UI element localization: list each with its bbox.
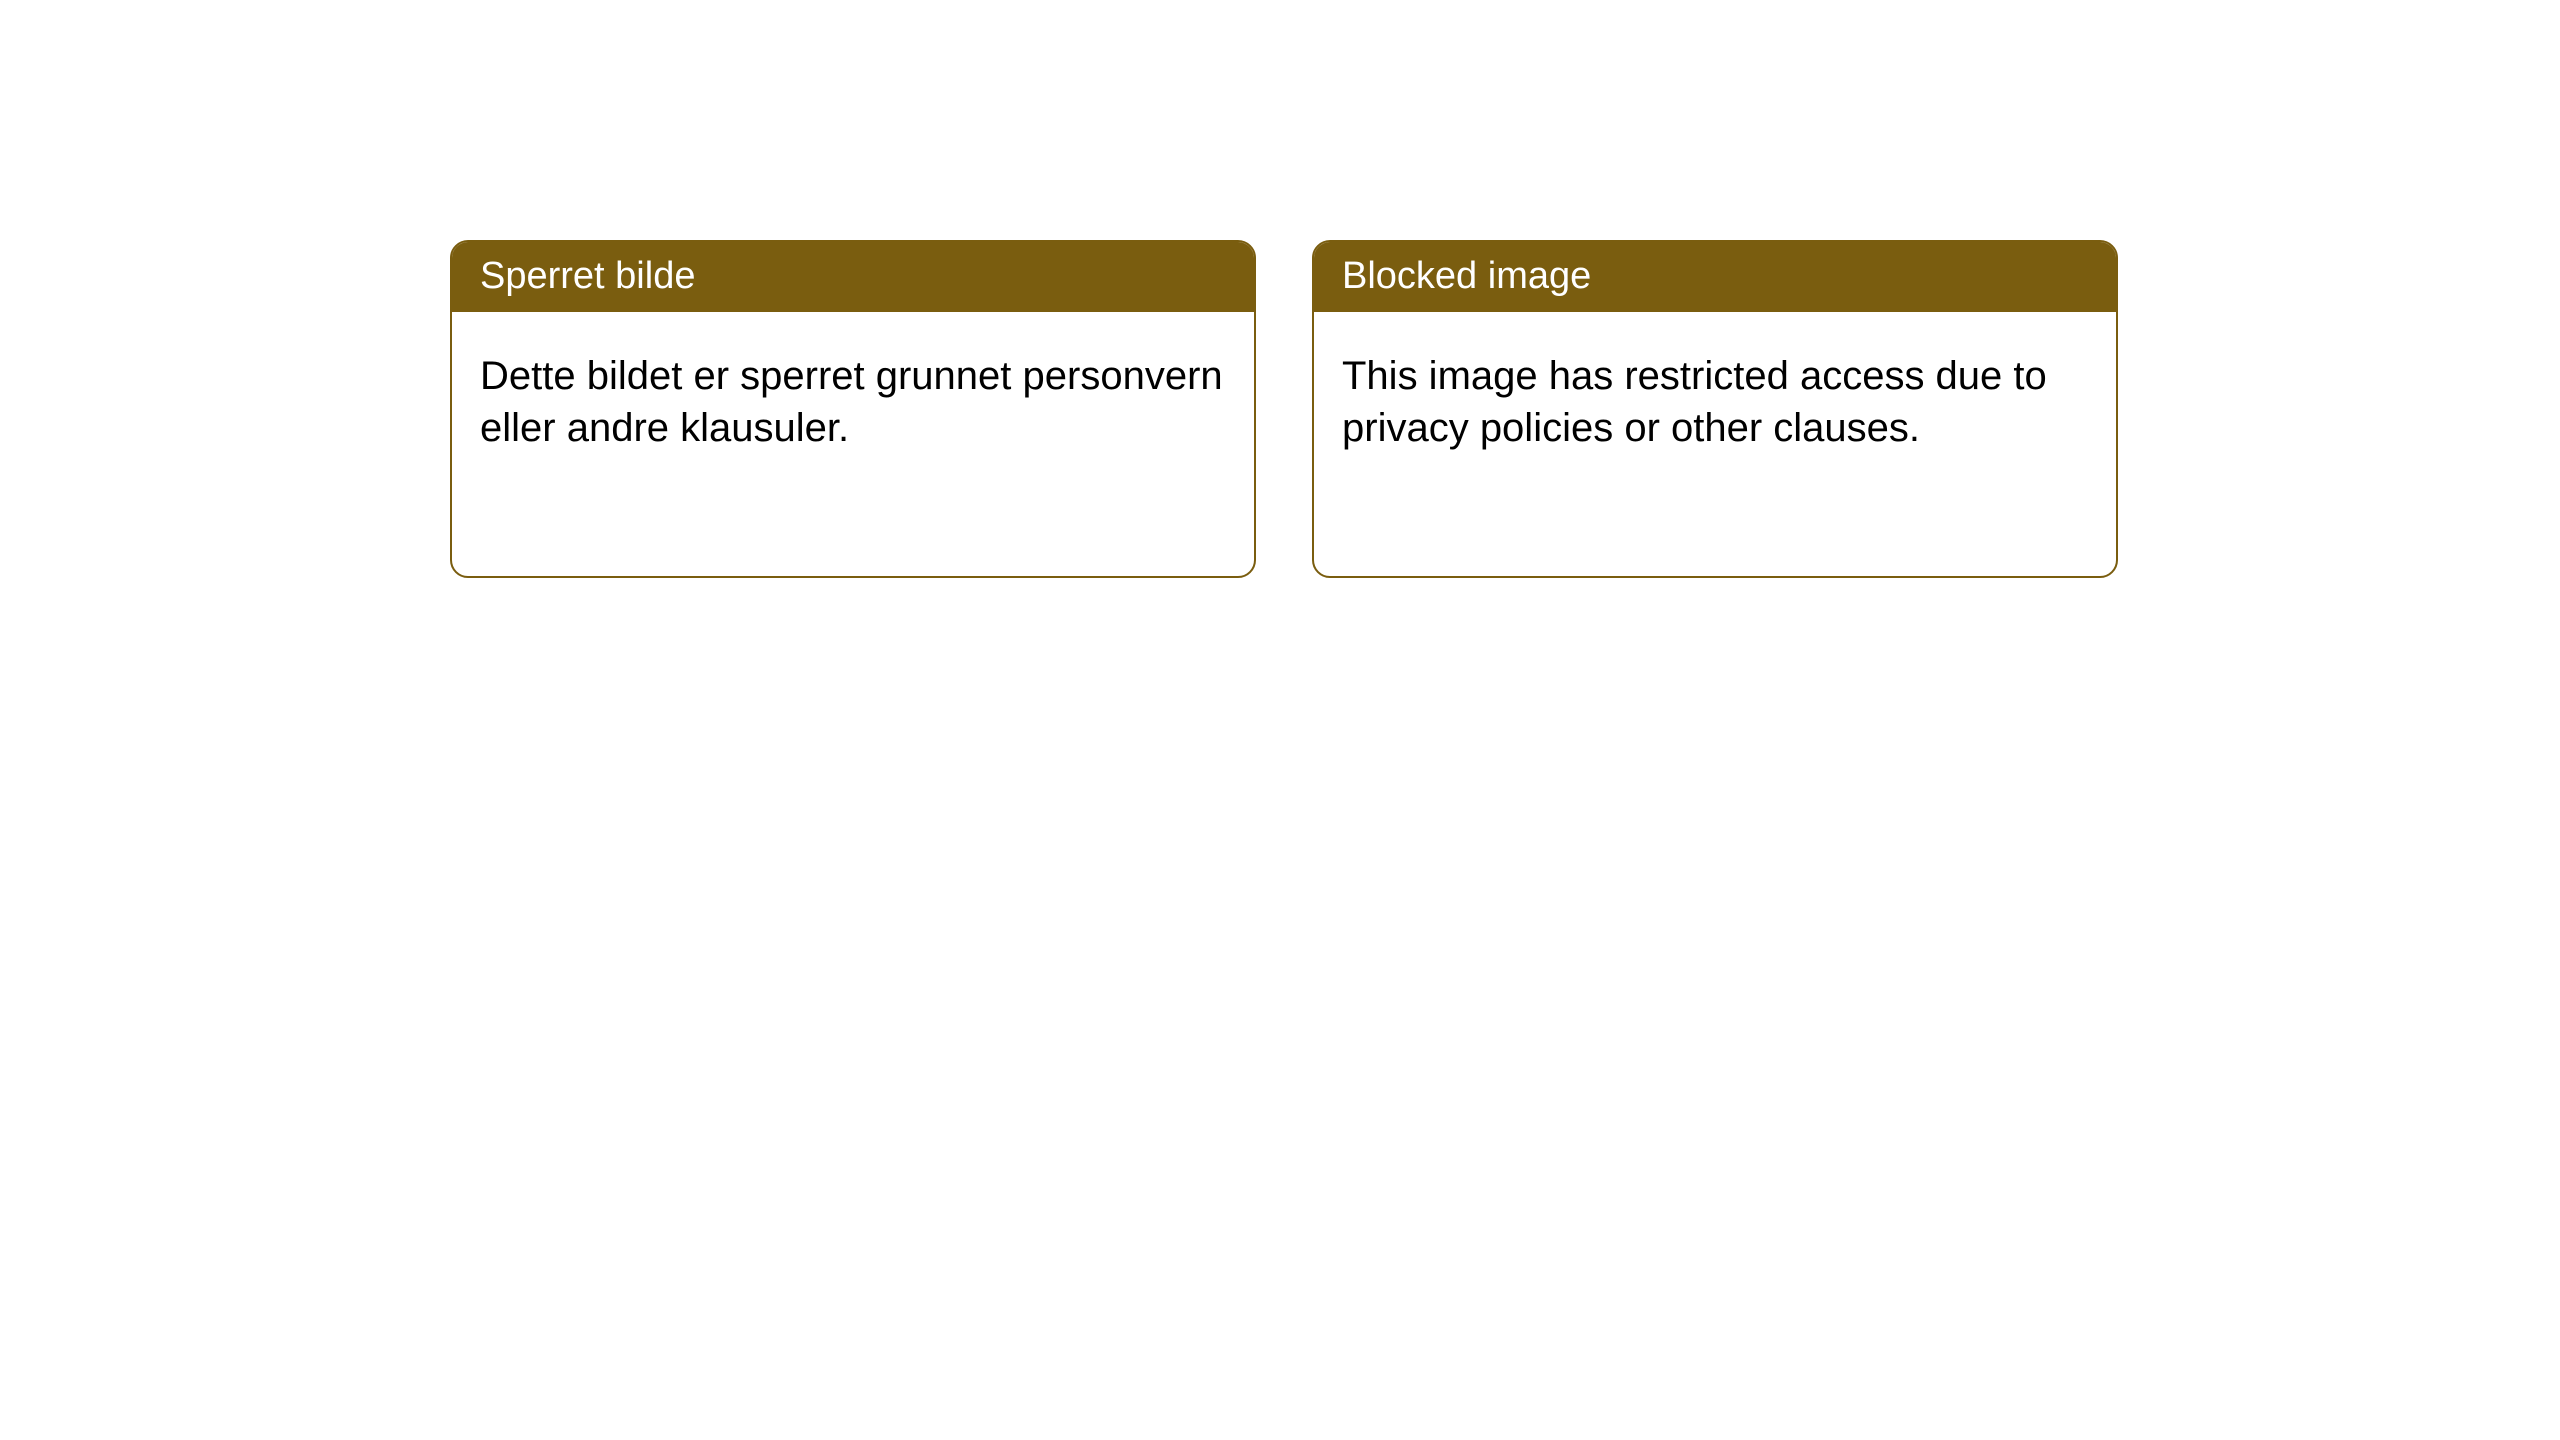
notice-title-no: Sperret bilde (452, 242, 1254, 312)
notice-title-en: Blocked image (1314, 242, 2116, 312)
notice-card-no: Sperret bilde Dette bildet er sperret gr… (450, 240, 1256, 578)
notice-body-en: This image has restricted access due to … (1314, 312, 2116, 492)
notice-body-no: Dette bildet er sperret grunnet personve… (452, 312, 1254, 492)
notice-container: Sperret bilde Dette bildet er sperret gr… (0, 0, 2560, 578)
notice-card-en: Blocked image This image has restricted … (1312, 240, 2118, 578)
